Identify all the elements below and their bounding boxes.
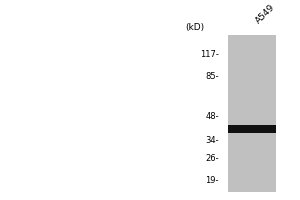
Text: 26-: 26- [206,154,219,163]
Text: A549: A549 [254,2,276,25]
Bar [228,35,276,192]
Text: 48-: 48- [206,112,219,121]
Text: 85-: 85- [206,72,219,81]
Text: 34-: 34- [206,136,219,145]
Bar [228,125,276,133]
Text: 117-: 117- [200,50,219,59]
Text: (kD): (kD) [185,23,204,32]
Text: 19-: 19- [206,176,219,185]
